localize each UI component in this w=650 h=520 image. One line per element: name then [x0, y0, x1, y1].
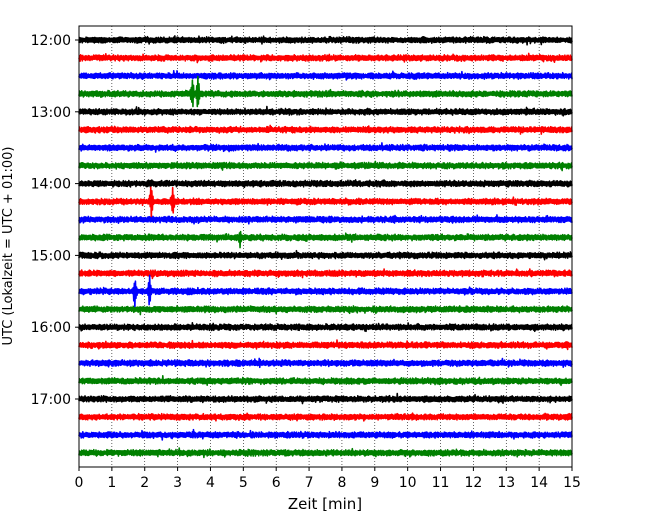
trace-1415 [78, 186, 573, 220]
trace-1530 [78, 274, 573, 310]
x-tick-label: 13 [497, 475, 515, 491]
trace-1315 [78, 124, 573, 135]
y-axis-ticks: 12:00 13:00 14:00 15:00 16:00 17:00 [31, 33, 79, 408]
trace-1715 [78, 412, 573, 422]
x-tick-label: 1 [107, 475, 116, 491]
y-tick-label: 12:00 [31, 33, 71, 49]
x-tick-label: 12 [464, 475, 482, 491]
x-axis-label: Zeit [min] [288, 495, 362, 513]
trace-1630 [78, 357, 573, 369]
trace-1545 [78, 305, 573, 316]
y-tick-label: 13:00 [31, 105, 71, 121]
x-tick-label: 0 [75, 475, 84, 491]
x-tick-label: 7 [305, 475, 314, 491]
y-tick-label: 15:00 [31, 248, 71, 264]
y-tick-label: 17:00 [31, 392, 71, 408]
trace-1515 [78, 268, 573, 280]
seismic-traces [78, 35, 573, 459]
x-axis-ticks: 0 1 2 3 4 5 6 7 8 9 10 11 12 13 14 15 [75, 467, 581, 491]
trace-1345 [78, 160, 573, 172]
y-tick-label: 14:00 [31, 177, 71, 193]
plot-area [79, 26, 572, 467]
trace-1200 [78, 35, 573, 46]
trace-1445 [78, 230, 573, 249]
x-tick-label: 10 [399, 475, 417, 491]
trace-1230 [78, 69, 573, 81]
y-tick-label: 16:00 [31, 320, 71, 336]
x-tick-label: 4 [206, 475, 215, 491]
plot-frame [78, 25, 573, 468]
trace-1745 [78, 447, 573, 459]
trace-1615 [78, 339, 573, 351]
trace-1245 [78, 75, 573, 108]
trace-1430 [78, 214, 573, 225]
x-tick-label: 3 [173, 475, 182, 491]
x-tick-label: 9 [370, 475, 379, 491]
x-tick-label: 8 [337, 475, 346, 491]
trace-1330 [78, 142, 573, 153]
x-tick-label: 14 [530, 475, 548, 491]
y-axis-label: UTC (Lokalzeit = UTC + 01:00) [1, 147, 16, 346]
trace-1215 [78, 52, 573, 64]
trace-1500 [78, 249, 573, 261]
trace-1600 [78, 322, 573, 333]
x-tick-label: 15 [563, 475, 581, 491]
trace-1300 [78, 105, 573, 117]
trace-1730 [78, 428, 573, 441]
x-tick-label: 5 [239, 475, 248, 491]
x-tick-label: 6 [272, 475, 281, 491]
x-tick-label: 11 [432, 475, 450, 491]
trace-1645 [78, 375, 573, 387]
trace-1400 [78, 179, 573, 189]
x-tick-label: 2 [140, 475, 149, 491]
trace-1700 [78, 392, 573, 405]
